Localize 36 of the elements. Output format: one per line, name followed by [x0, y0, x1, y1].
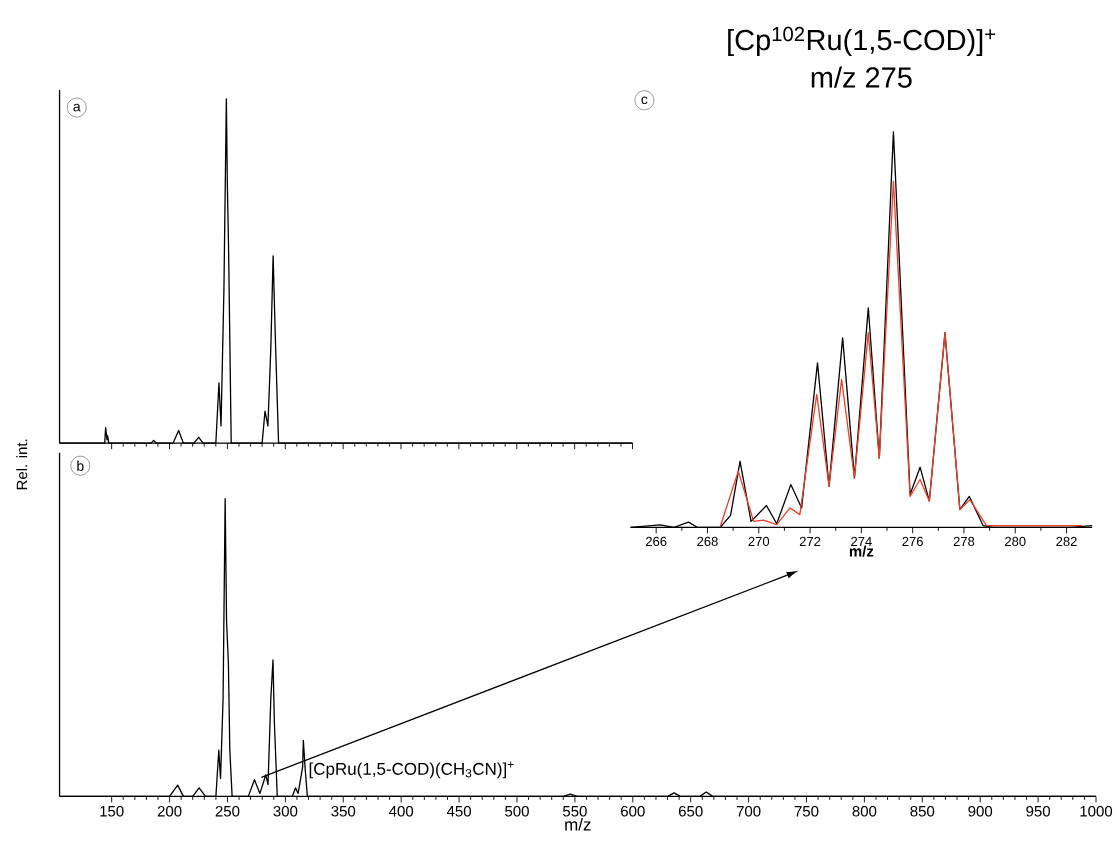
text: b [77, 460, 84, 471]
x-tick-label: 550 [562, 805, 587, 817]
x-tick-label: 300 [273, 805, 298, 817]
x-tick-label: 268 [697, 536, 718, 546]
x-tick-label: 850 [910, 805, 935, 817]
x-tick-label: 200 [157, 805, 182, 817]
x-tick-label: 274 [851, 536, 872, 546]
x-tick-label: 700 [736, 805, 761, 817]
x-tick-label: 280 [1005, 536, 1026, 546]
x-tick-label: 276 [902, 536, 923, 546]
x-tick-label: 400 [389, 805, 414, 817]
x-tick-label: 750 [794, 805, 819, 817]
x-tick-label: 500 [505, 805, 529, 817]
annotation: a [73, 103, 81, 112]
chart-subtitle: m/z 275 [811, 66, 912, 88]
y-axis-title: Rel. int. [16, 439, 28, 490]
x-tick-label: 266 [646, 536, 667, 546]
x-tick-label: 278 [953, 536, 975, 546]
x-tick-label: 650 [678, 805, 703, 817]
x-tick-label: 250 [215, 805, 240, 817]
annotation: [CpRu(1,5-COD)(CH$_{3}$CN)]$^{+}$ [309, 761, 514, 779]
x-tick-label: 350 [331, 805, 356, 817]
x-tick-label: 950 [1026, 805, 1051, 817]
x-tick-label: 282 [1056, 536, 1077, 546]
x-tick-label: 270 [748, 536, 770, 546]
x-axis-title: m/z [565, 817, 591, 831]
x-tick-label: 1000 [1080, 805, 1113, 817]
x-tick-label: 272 [799, 536, 821, 546]
x-tick-label: 450 [446, 805, 471, 817]
chart-title: [Cp$^{102}$Ru(1,5-COD)]$^{+}$ [728, 26, 996, 56]
text: c [641, 96, 648, 104]
x-tick-label: 150 [100, 805, 124, 817]
x-axis-title: m/z [849, 545, 874, 557]
x-tick-label: 800 [852, 805, 877, 817]
x-tick-label: 900 [968, 805, 993, 817]
x-tick-label: 600 [621, 805, 645, 817]
